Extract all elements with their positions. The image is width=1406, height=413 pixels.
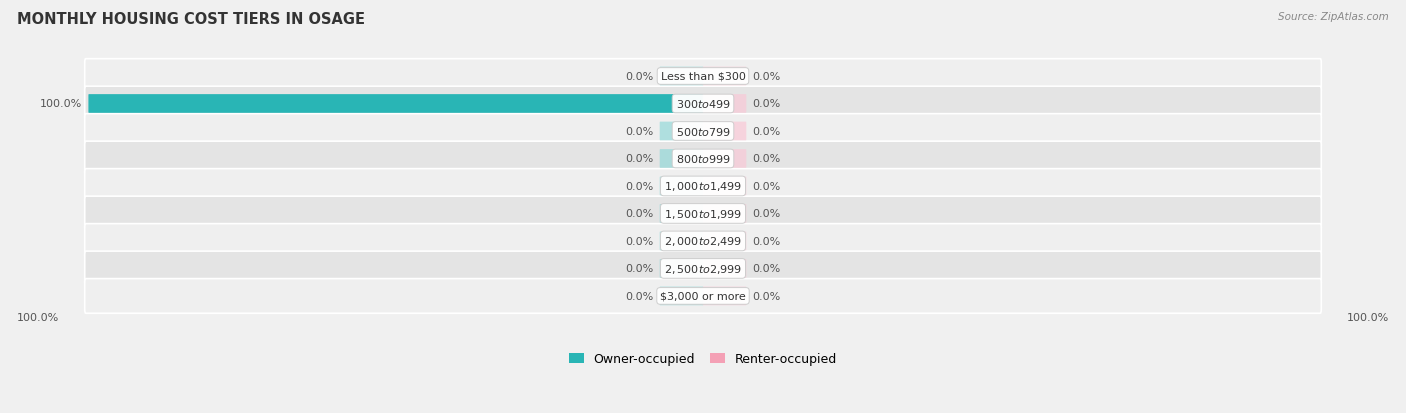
Text: 0.0%: 0.0% — [752, 99, 780, 109]
FancyBboxPatch shape — [89, 95, 703, 114]
FancyBboxPatch shape — [703, 150, 747, 169]
FancyBboxPatch shape — [84, 142, 1322, 176]
Text: 0.0%: 0.0% — [752, 182, 780, 192]
Text: 0.0%: 0.0% — [752, 291, 780, 301]
Text: $2,000 to $2,499: $2,000 to $2,499 — [664, 235, 742, 248]
FancyBboxPatch shape — [659, 177, 703, 196]
FancyBboxPatch shape — [84, 59, 1322, 94]
FancyBboxPatch shape — [659, 204, 703, 223]
Text: 0.0%: 0.0% — [752, 236, 780, 246]
Text: 100.0%: 100.0% — [17, 312, 59, 322]
FancyBboxPatch shape — [659, 150, 703, 169]
FancyBboxPatch shape — [84, 169, 1322, 204]
Text: 100.0%: 100.0% — [1347, 312, 1389, 322]
Text: $500 to $799: $500 to $799 — [675, 126, 731, 138]
FancyBboxPatch shape — [659, 67, 703, 86]
FancyBboxPatch shape — [659, 259, 703, 278]
FancyBboxPatch shape — [703, 259, 747, 278]
Text: $2,500 to $2,999: $2,500 to $2,999 — [664, 262, 742, 275]
Text: 0.0%: 0.0% — [626, 264, 654, 274]
Text: MONTHLY HOUSING COST TIERS IN OSAGE: MONTHLY HOUSING COST TIERS IN OSAGE — [17, 12, 366, 27]
FancyBboxPatch shape — [703, 67, 747, 86]
FancyBboxPatch shape — [703, 204, 747, 223]
Text: 0.0%: 0.0% — [752, 209, 780, 219]
Legend: Owner-occupied, Renter-occupied: Owner-occupied, Renter-occupied — [564, 347, 842, 370]
FancyBboxPatch shape — [703, 232, 747, 251]
Text: $300 to $499: $300 to $499 — [675, 98, 731, 110]
Text: 0.0%: 0.0% — [626, 209, 654, 219]
Text: 100.0%: 100.0% — [41, 99, 83, 109]
Text: $1,000 to $1,499: $1,000 to $1,499 — [664, 180, 742, 193]
FancyBboxPatch shape — [659, 122, 703, 141]
Text: 0.0%: 0.0% — [752, 127, 780, 137]
FancyBboxPatch shape — [703, 287, 747, 306]
Text: 0.0%: 0.0% — [752, 72, 780, 82]
Text: 0.0%: 0.0% — [752, 264, 780, 274]
FancyBboxPatch shape — [703, 95, 747, 114]
Text: $1,500 to $1,999: $1,500 to $1,999 — [664, 207, 742, 221]
Text: Source: ZipAtlas.com: Source: ZipAtlas.com — [1278, 12, 1389, 22]
FancyBboxPatch shape — [84, 224, 1322, 259]
FancyBboxPatch shape — [703, 177, 747, 196]
Text: $3,000 or more: $3,000 or more — [661, 291, 745, 301]
Text: 0.0%: 0.0% — [626, 182, 654, 192]
FancyBboxPatch shape — [84, 279, 1322, 313]
Text: 0.0%: 0.0% — [626, 236, 654, 246]
Text: $800 to $999: $800 to $999 — [675, 153, 731, 165]
Text: 0.0%: 0.0% — [626, 154, 654, 164]
Text: 0.0%: 0.0% — [626, 72, 654, 82]
FancyBboxPatch shape — [703, 122, 747, 141]
FancyBboxPatch shape — [84, 197, 1322, 231]
FancyBboxPatch shape — [84, 87, 1322, 121]
FancyBboxPatch shape — [659, 232, 703, 251]
FancyBboxPatch shape — [84, 114, 1322, 149]
Text: 0.0%: 0.0% — [626, 127, 654, 137]
FancyBboxPatch shape — [84, 252, 1322, 286]
FancyBboxPatch shape — [659, 287, 703, 306]
Text: Less than $300: Less than $300 — [661, 72, 745, 82]
Text: 0.0%: 0.0% — [626, 291, 654, 301]
Text: 0.0%: 0.0% — [752, 154, 780, 164]
